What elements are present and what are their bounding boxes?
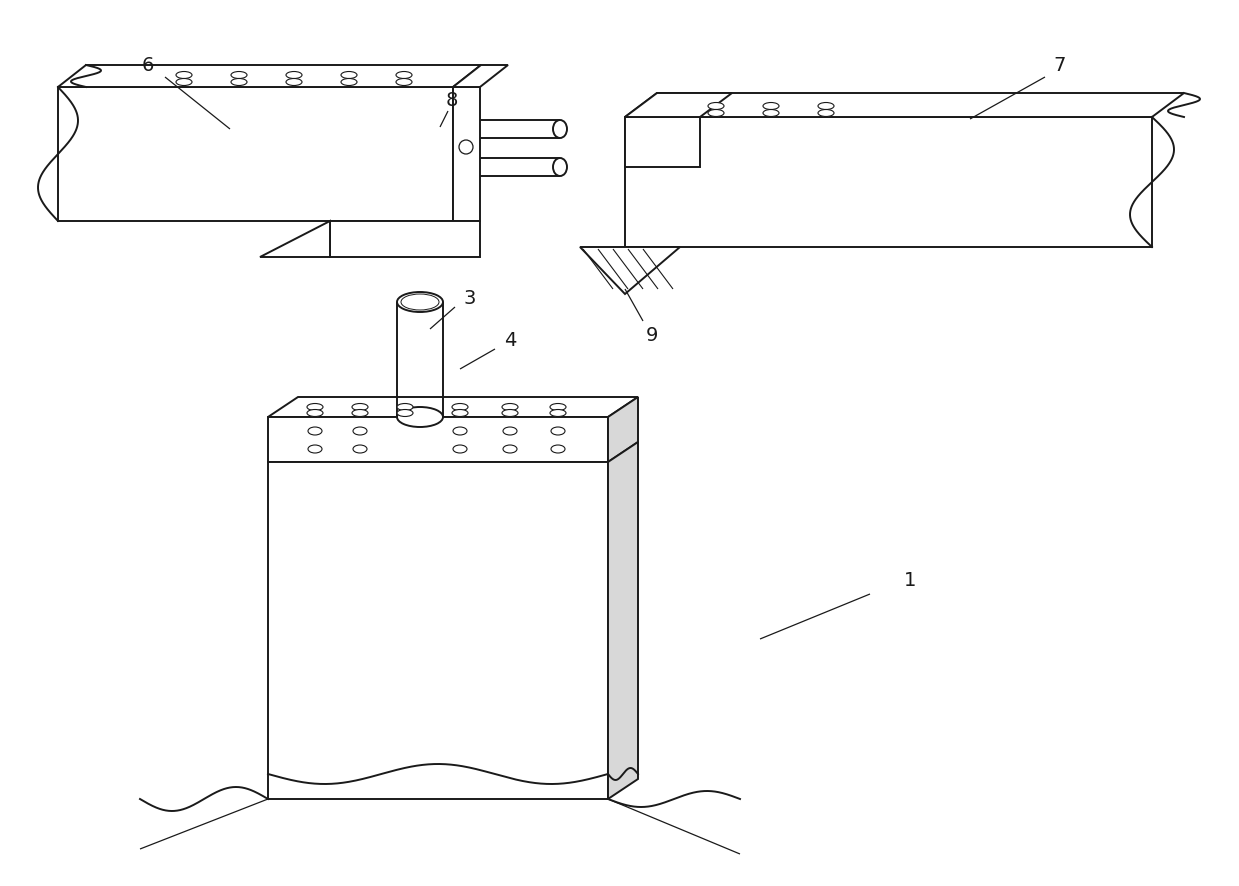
Polygon shape	[268, 462, 608, 799]
Text: 4: 4	[504, 330, 517, 349]
Ellipse shape	[818, 104, 834, 111]
Polygon shape	[268, 398, 638, 417]
Polygon shape	[624, 94, 732, 118]
Ellipse shape	[176, 73, 192, 80]
Ellipse shape	[452, 404, 468, 411]
Polygon shape	[58, 66, 481, 88]
Ellipse shape	[230, 73, 247, 80]
Ellipse shape	[550, 410, 566, 417]
Ellipse shape	[396, 73, 413, 80]
Ellipse shape	[309, 428, 322, 436]
Ellipse shape	[396, 404, 413, 411]
Ellipse shape	[230, 80, 247, 87]
Ellipse shape	[503, 446, 517, 454]
Ellipse shape	[396, 80, 413, 87]
Ellipse shape	[551, 428, 565, 436]
Ellipse shape	[341, 80, 357, 87]
Ellipse shape	[452, 410, 468, 417]
Ellipse shape	[396, 292, 444, 313]
Ellipse shape	[396, 410, 413, 417]
Text: 1: 1	[903, 570, 916, 589]
Ellipse shape	[453, 428, 467, 436]
Ellipse shape	[458, 141, 473, 155]
Polygon shape	[608, 442, 638, 799]
Polygon shape	[58, 88, 453, 222]
Ellipse shape	[353, 428, 367, 436]
Ellipse shape	[286, 80, 302, 87]
Ellipse shape	[707, 111, 724, 117]
Polygon shape	[608, 398, 638, 462]
Ellipse shape	[352, 410, 368, 417]
Ellipse shape	[341, 73, 357, 80]
Text: 7: 7	[1054, 56, 1067, 74]
Ellipse shape	[286, 73, 302, 80]
Ellipse shape	[502, 404, 518, 411]
Ellipse shape	[396, 408, 444, 428]
Polygon shape	[268, 417, 608, 462]
Polygon shape	[624, 94, 1184, 118]
Polygon shape	[580, 248, 680, 295]
Ellipse shape	[176, 80, 192, 87]
Ellipse shape	[763, 111, 779, 117]
Ellipse shape	[453, 446, 467, 454]
Ellipse shape	[553, 120, 567, 139]
Ellipse shape	[553, 159, 567, 177]
Ellipse shape	[818, 111, 834, 117]
Ellipse shape	[763, 104, 779, 111]
Polygon shape	[624, 118, 1152, 248]
Polygon shape	[330, 222, 479, 258]
Ellipse shape	[307, 410, 323, 417]
Ellipse shape	[503, 428, 517, 436]
Text: 9: 9	[646, 325, 658, 344]
Ellipse shape	[309, 446, 322, 454]
Polygon shape	[453, 66, 508, 88]
Polygon shape	[260, 222, 330, 258]
Ellipse shape	[502, 410, 518, 417]
Ellipse shape	[307, 404, 323, 411]
Ellipse shape	[401, 295, 439, 311]
Ellipse shape	[352, 404, 368, 411]
Ellipse shape	[353, 446, 367, 454]
Ellipse shape	[707, 104, 724, 111]
Text: 8: 8	[446, 90, 458, 109]
Text: 6: 6	[141, 56, 154, 74]
Polygon shape	[453, 88, 479, 222]
Text: 3: 3	[463, 288, 476, 307]
Ellipse shape	[550, 404, 566, 411]
Polygon shape	[624, 118, 700, 167]
Ellipse shape	[551, 446, 565, 454]
